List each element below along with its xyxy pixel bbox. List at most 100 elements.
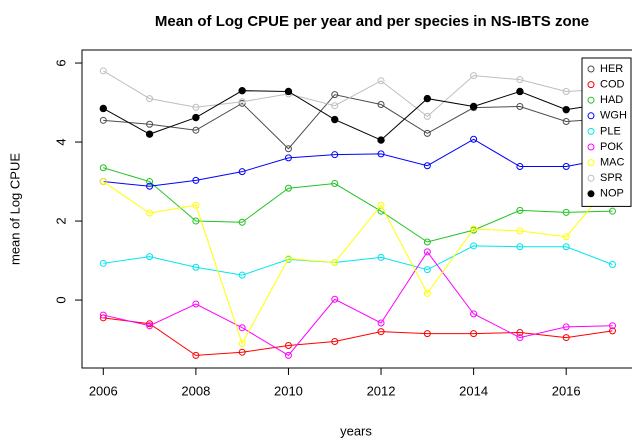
data-point (331, 91, 339, 99)
y-tick-label: 6 (53, 59, 68, 66)
legend-label: PLE (600, 125, 621, 137)
data-point (99, 311, 107, 319)
data-point (608, 207, 616, 215)
x-tick-label: 2010 (274, 383, 303, 398)
data-point (284, 87, 293, 96)
data-point (423, 238, 431, 246)
data-point (238, 340, 246, 348)
data-point (562, 323, 570, 331)
data-point (516, 163, 524, 171)
data-point (331, 151, 339, 159)
series-line (103, 138, 613, 187)
data-point (423, 248, 431, 256)
legend-label: NOP (600, 188, 624, 200)
legend-label: WGH (600, 110, 627, 122)
data-point (377, 328, 385, 336)
x-tick-label: 2008 (181, 383, 210, 398)
data-point (331, 115, 339, 124)
data-point (238, 218, 246, 226)
data-point (192, 113, 200, 122)
data-point (562, 105, 570, 114)
data-point (377, 150, 385, 158)
legend-marker (587, 112, 595, 120)
data-point (423, 330, 431, 338)
data-point (331, 259, 339, 267)
data-point (470, 72, 478, 80)
data-point (470, 330, 478, 338)
data-point (470, 135, 478, 143)
plot-frame (81, 49, 632, 369)
data-point (377, 319, 385, 327)
data-point (99, 104, 107, 113)
data-point (608, 322, 616, 330)
data-point (516, 206, 524, 214)
data-point (284, 255, 292, 263)
data-point (377, 136, 385, 144)
data-point (377, 101, 385, 109)
data-point (516, 76, 524, 84)
data-point (470, 225, 478, 233)
data-point (331, 295, 339, 303)
data-point (562, 243, 570, 251)
data-point (423, 162, 431, 170)
data-point (423, 129, 431, 137)
data-point (99, 178, 107, 186)
data-point (516, 87, 524, 96)
legend-label: POK (600, 141, 624, 153)
series-line (103, 90, 613, 141)
data-point (238, 168, 246, 176)
data-point (238, 324, 246, 332)
legend-box (581, 57, 632, 207)
data-point (516, 227, 524, 235)
x-tick-label: 2014 (459, 383, 488, 398)
series-line (103, 317, 613, 356)
x-axis-label: years (340, 423, 372, 438)
data-point (608, 261, 616, 269)
data-point (192, 351, 200, 359)
legend-marker (587, 96, 595, 104)
data-point (238, 98, 246, 106)
data-point (331, 102, 339, 110)
legend-marker (587, 143, 595, 151)
data-point (562, 87, 570, 95)
data-point (238, 86, 246, 95)
data-point (516, 334, 524, 342)
data-point (192, 126, 200, 134)
y-tick-label: 2 (53, 217, 68, 224)
legend-label: HAD (600, 94, 623, 106)
y-axis-label: mean of Log CPUE (7, 153, 22, 265)
data-point (284, 184, 292, 192)
data-point (516, 243, 524, 251)
data-point (331, 338, 339, 346)
data-point (238, 271, 246, 279)
data-point (284, 145, 292, 153)
data-point (145, 130, 154, 138)
data-point (423, 112, 431, 120)
legend: HER COD HAD WGH PLE POK MAC SPR NOP (581, 57, 632, 207)
data-point (377, 253, 385, 261)
series-line (103, 181, 613, 345)
series-line (103, 94, 613, 150)
legend-marker (587, 190, 595, 198)
data-point (192, 176, 200, 184)
data-point (423, 266, 431, 274)
data-point (377, 77, 385, 85)
data-point (146, 209, 154, 217)
data-point (284, 341, 292, 349)
x-tick-label: 2012 (367, 383, 396, 398)
data-point (562, 208, 570, 216)
data-point (562, 118, 570, 126)
data-point (99, 164, 107, 172)
data-point (423, 289, 431, 297)
data-point (192, 201, 200, 209)
data-point (516, 328, 524, 336)
data-point (99, 116, 107, 124)
data-point (284, 351, 292, 359)
data-point (99, 67, 107, 75)
data-point (284, 154, 292, 162)
data-point (470, 242, 478, 250)
legend-label: COD (600, 79, 625, 91)
legend-label: MAC (600, 157, 625, 169)
legend-label: HER (600, 63, 623, 75)
series-line (103, 167, 613, 243)
